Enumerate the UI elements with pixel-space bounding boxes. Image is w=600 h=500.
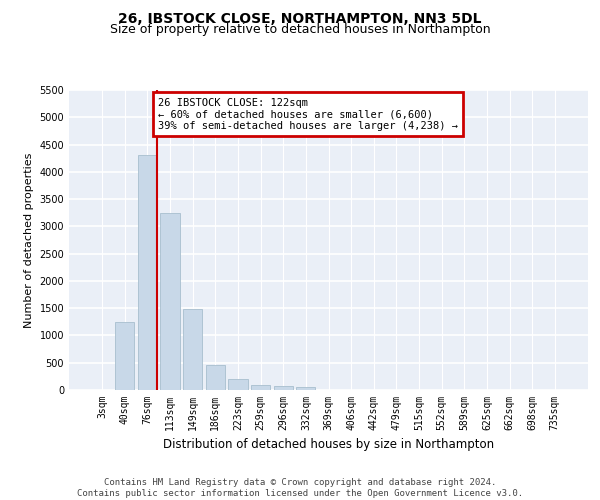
Bar xyxy=(138,156,157,390)
Bar xyxy=(274,386,293,390)
Bar xyxy=(160,212,180,390)
Y-axis label: Number of detached properties: Number of detached properties xyxy=(24,152,34,328)
Bar xyxy=(296,388,316,390)
Text: 26, IBSTOCK CLOSE, NORTHAMPTON, NN3 5DL: 26, IBSTOCK CLOSE, NORTHAMPTON, NN3 5DL xyxy=(118,12,482,26)
Text: 26 IBSTOCK CLOSE: 122sqm
← 60% of detached houses are smaller (6,600)
39% of sem: 26 IBSTOCK CLOSE: 122sqm ← 60% of detach… xyxy=(158,98,458,130)
Bar xyxy=(251,384,270,390)
Bar xyxy=(206,365,225,390)
Bar xyxy=(115,322,134,390)
Text: Size of property relative to detached houses in Northampton: Size of property relative to detached ho… xyxy=(110,24,490,36)
Bar xyxy=(229,379,248,390)
X-axis label: Distribution of detached houses by size in Northampton: Distribution of detached houses by size … xyxy=(163,438,494,452)
Text: Contains HM Land Registry data © Crown copyright and database right 2024.
Contai: Contains HM Land Registry data © Crown c… xyxy=(77,478,523,498)
Bar xyxy=(183,310,202,390)
